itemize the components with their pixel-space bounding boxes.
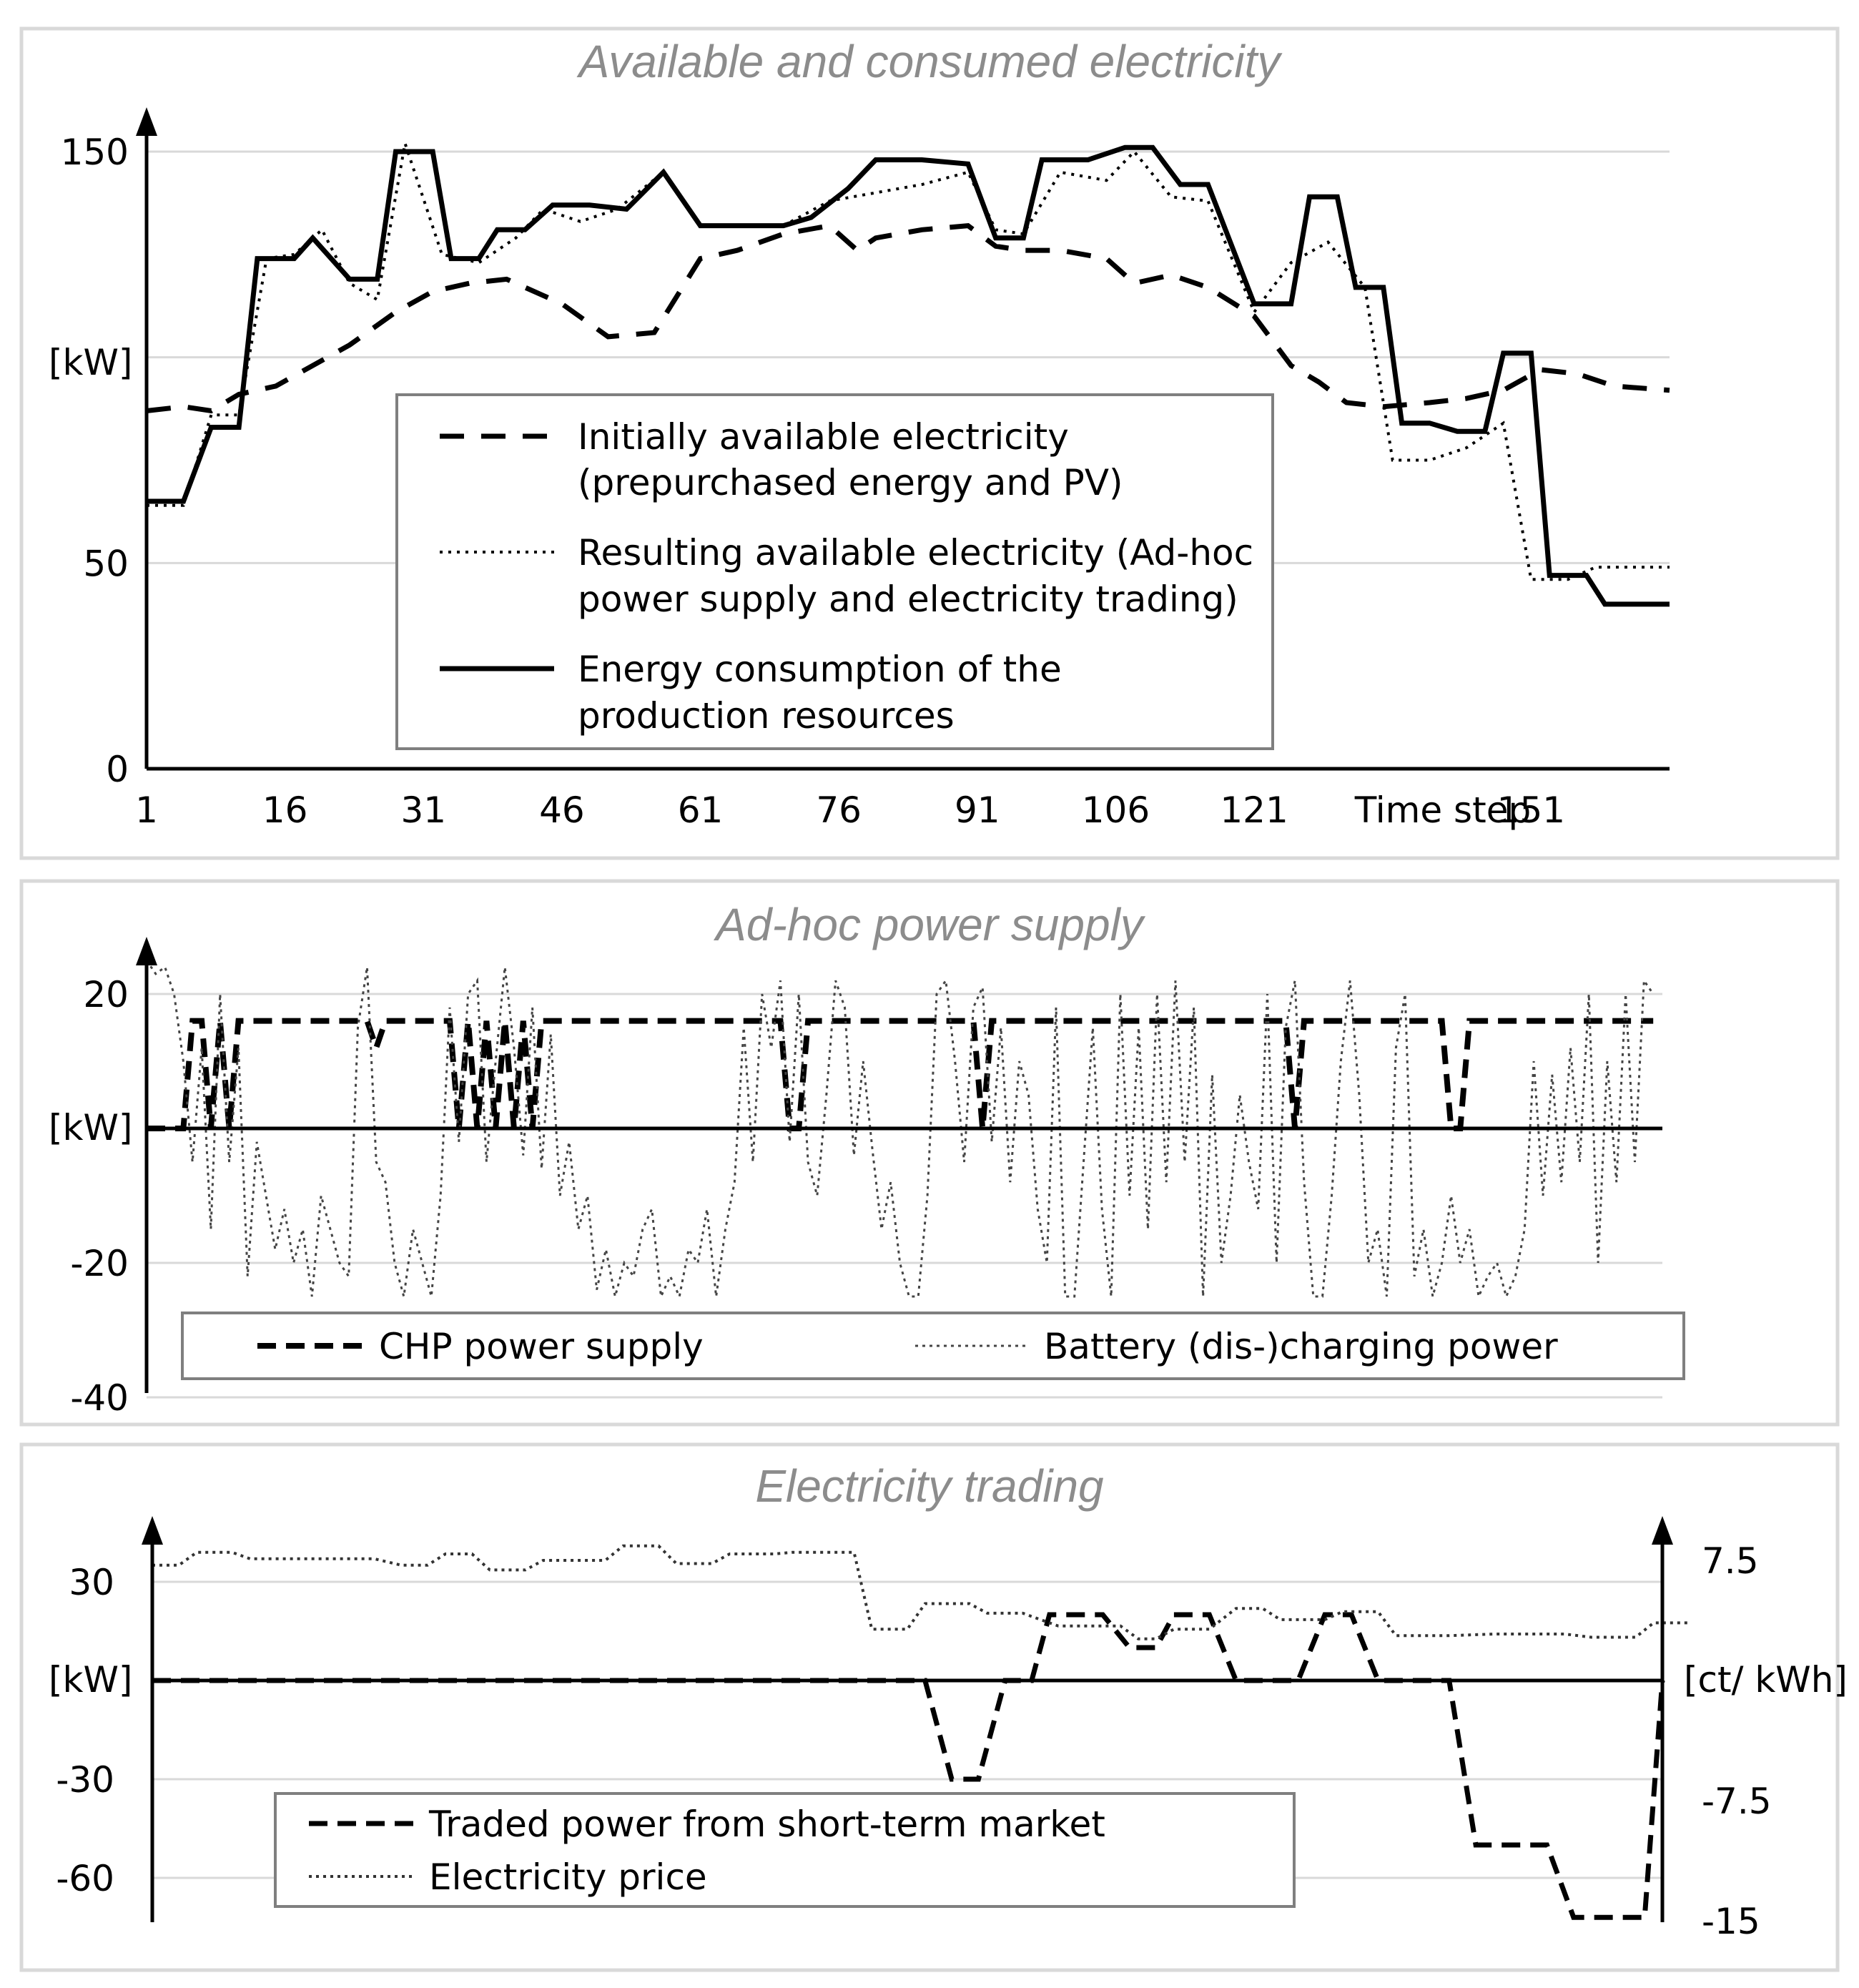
chart-1-x-tick-label: 1 [135, 789, 158, 831]
chart-1-y-tick-label: 50 [83, 543, 129, 584]
chart-3-series-trade [152, 1612, 1665, 1920]
chart-1-x-tick-label: 76 [816, 789, 862, 831]
chart-1-x-label: Time step [1354, 789, 1531, 831]
legend-label-chp: CHP power supply [379, 1326, 704, 1367]
chart-1-x-tick-label: 46 [539, 789, 585, 831]
legend-label-consumption-line1: Energy consumption of the [578, 649, 1062, 690]
legend-label-resulting-line1: Resulting available electricity (Ad-hoc [578, 532, 1253, 574]
chart-3-y-ticks-right: 7.5 -7.5 -15 [1702, 1540, 1772, 1942]
legend-label-traded: Traded power from short-term market [428, 1804, 1105, 1845]
chart-3-y-tick-label: -60 [56, 1858, 114, 1899]
chart-2-y-tick-label: 20 [83, 974, 129, 1015]
panel-available-consumed: Available and consumed electricity 1 16 31… [19, 26, 1840, 860]
chart-3-legend: Traded power from short-term market Elec… [274, 1792, 1296, 1908]
chart-1-y-label: [kW] [49, 342, 132, 383]
chart-3-y-axis-left-arrow [142, 1516, 163, 1545]
chart-3-y2-tick-label: 7.5 [1702, 1540, 1759, 1582]
chart-1-x-tick-label: 121 [1220, 789, 1288, 831]
chart-1-y-tick-label: 0 [106, 749, 129, 790]
chart-1-x-tick-label: 151 [1497, 789, 1565, 831]
chart-1-title: Available and consumed electricity [576, 36, 1283, 87]
chart-2-y-label: [kW] [49, 1107, 132, 1148]
chart-3-y-tick-label: 30 [69, 1562, 114, 1603]
chart-1-series-cons [147, 144, 1670, 607]
chart-2-series-bat [145, 960, 1655, 1301]
panel-electricity-trading: Electricity trading 30-30-60 7.5-7.5-15 … [19, 1442, 1848, 1972]
chart-3-y-tick-label: -30 [56, 1759, 114, 1801]
chart-3-y2-tick-label: -15 [1702, 1901, 1760, 1942]
chart-2-legend-box [181, 1312, 1685, 1380]
chart-1-legend-box [395, 393, 1274, 750]
chart-2-title: Ad-hoc power supply [713, 899, 1146, 950]
legend-label-initial-line2: (prepurchased energy and PV) [578, 462, 1123, 503]
legend-label-consumption-line2: production resources [578, 695, 955, 737]
chart-3-series [152, 1544, 1690, 1920]
legend-label-battery: Battery (dis-)charging power [1044, 1326, 1558, 1367]
chart-1-y-axis-arrow [136, 107, 157, 136]
chart-3-y-label: [kW] [49, 1659, 132, 1701]
chart-1-x-tick-label: 61 [678, 789, 724, 831]
legend-label-price: Electricity price [429, 1856, 707, 1898]
chart-2-y-tick-label: -20 [70, 1243, 129, 1284]
chart-1-series [146, 142, 1670, 607]
chart-1-y-ticks: 0 50 150 [61, 132, 129, 790]
legend-label-resulting-line2: power supply and electricity trading) [578, 579, 1238, 620]
chart-1-series-res [147, 142, 1670, 581]
chart-2-y-ticks: 20 -20 -40 [70, 974, 129, 1419]
chart-1-legend: Initially available electricity (prepurc… [395, 393, 1274, 750]
chart-3-y-ticks-left: 30 -30 -60 [56, 1562, 114, 1899]
chart-2-legend: CHP power supply Battery (dis-)charging … [181, 1312, 1685, 1380]
chart-1-x-tick-label: 16 [262, 789, 308, 831]
chart-1-x-tick-label: 31 [400, 789, 446, 831]
legend-label-initial-line1: Initially available electricity [578, 416, 1069, 458]
chart-1-y-tick-label: 150 [61, 132, 129, 173]
chart-3-y-axis-right-arrow [1652, 1516, 1673, 1545]
chart-2-y-tick-label: -40 [70, 1377, 129, 1419]
chart-3-y2-tick-label: -7.5 [1702, 1781, 1772, 1822]
chart-1-x-tick-label: 91 [955, 789, 1000, 831]
chart-3-legend-box [274, 1792, 1296, 1908]
chart-2-gridlines [147, 993, 1662, 1399]
chart-2-y-axis-arrow [136, 937, 157, 965]
chart-3-title: Electricity trading [755, 1460, 1104, 1512]
chart-1-x-tick-label: 106 [1082, 789, 1150, 831]
panel-adhoc-power-supply: Ad-hoc power supply 20 -20 -40 [kW] CHP po… [19, 879, 1840, 1427]
chart-3-y2-label: [ct/ kWh] [1684, 1659, 1848, 1701]
chart-1-x-ticks: 1 16 31 46 61 76 91 106 121 151 [135, 789, 1565, 831]
